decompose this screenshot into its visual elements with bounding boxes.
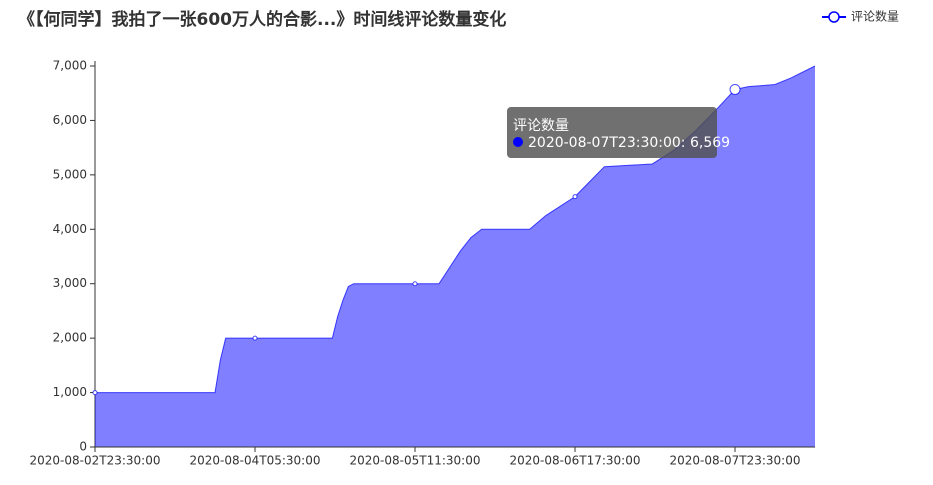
y-tick-label: 3,000 — [53, 276, 87, 290]
x-tick-label: 2020-08-02T23:30:00 — [30, 454, 161, 468]
point — [412, 281, 418, 287]
y-tick-label: 0 — [79, 440, 87, 454]
x-tick-label: 2020-08-06T17:30:00 — [510, 454, 641, 468]
area — [95, 66, 815, 447]
tooltip: 评论数量 2020-08-07T23:30:00: 6,569 — [507, 107, 730, 158]
y-tick-label: 5,000 — [53, 167, 87, 181]
point — [252, 335, 258, 341]
x-tick-label: 2020-08-05T11:30:00 — [350, 454, 481, 468]
point — [572, 194, 578, 200]
tooltip-dot — [513, 137, 523, 147]
chart-title: 《【何同学】我拍了一张600万人的合影...》时间线评论数量变化 — [18, 9, 506, 30]
tooltip-title: 评论数量 — [513, 118, 569, 134]
legend-label: 评论数量 — [851, 9, 899, 24]
y-tick-label: 2,000 — [53, 331, 87, 345]
tooltip-text: 2020-08-07T23:30:00: 6,569 — [528, 135, 731, 151]
point — [729, 83, 741, 95]
line — [95, 65, 816, 394]
x-tick-label: 2020-08-07T23:30:00 — [670, 454, 801, 468]
x-tick-label: 2020-08-04T05:30:00 — [190, 454, 321, 468]
y-tick-label: 1,000 — [53, 385, 87, 399]
tooltip-row: 2020-08-07T23:30:00: 6,569 — [513, 135, 730, 151]
point — [92, 390, 98, 396]
y-tick-label: 6,000 — [53, 113, 87, 127]
y-tick-label: 4,000 — [53, 222, 87, 236]
y-tick-label: 7,000 — [53, 59, 87, 73]
legend-marker — [828, 11, 840, 23]
